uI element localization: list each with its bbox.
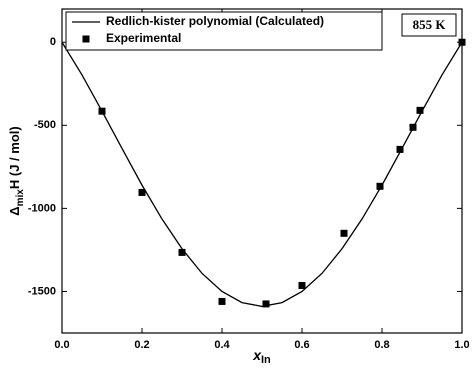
- calc-line: [61, 41, 463, 308]
- y-axis-label: ΔmixH (J / mol): [7, 126, 25, 215]
- exp-point: [178, 248, 186, 256]
- y-label-main: H (J / mol): [7, 126, 22, 189]
- exp-point: [396, 145, 404, 153]
- x-tick-label: 0.6: [294, 339, 309, 351]
- x-tick-label: 0.2: [134, 339, 149, 351]
- exp-point: [98, 107, 106, 115]
- x-tick-label: 0.0: [54, 339, 69, 351]
- plot-frame: [61, 8, 463, 334]
- exp-point: [298, 281, 306, 289]
- exp-point: [218, 297, 226, 305]
- exp-point: [416, 106, 424, 114]
- y-label-symbol: Δ: [7, 206, 22, 215]
- x-tick-label: 0.4: [214, 339, 230, 351]
- exp-point: [138, 188, 146, 196]
- x-label-main: x: [252, 347, 262, 363]
- y-tick-label: -1500: [28, 285, 56, 297]
- legend-label: Redlich-kister polynomial (Calculated): [106, 14, 324, 28]
- x-axis-label: xIn: [252, 347, 271, 366]
- exp-point: [458, 38, 466, 46]
- annotation-box: [401, 13, 457, 37]
- exp-point: [376, 182, 384, 190]
- legend-marker: [82, 35, 90, 43]
- legend-box: [65, 11, 383, 51]
- annotation: 855 K: [413, 17, 447, 32]
- legend-label: Experimental: [106, 31, 181, 45]
- x-label-sub: In: [261, 354, 271, 366]
- exp-point: [409, 123, 417, 131]
- x-tick-label: 1.0: [454, 339, 469, 351]
- x-tick-label: 0.8: [374, 339, 389, 351]
- exp-point: [340, 229, 348, 237]
- y-tick-label: -1000: [28, 202, 56, 214]
- y-tick-label: -500: [34, 119, 56, 131]
- exp-point: [262, 300, 270, 308]
- y-label-sub: mix: [15, 189, 26, 207]
- y-tick-label: 0: [50, 36, 56, 48]
